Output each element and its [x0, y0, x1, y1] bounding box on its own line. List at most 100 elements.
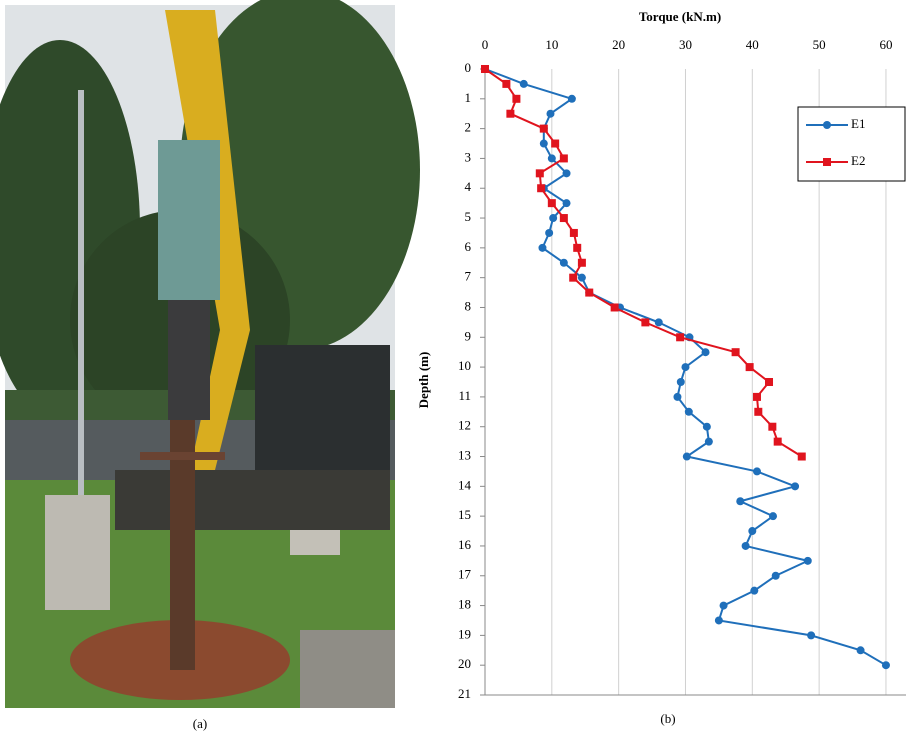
x-tick-label: 30 [679, 37, 692, 52]
chart-title: Torque (kN.m) [639, 9, 721, 24]
data-point [562, 199, 571, 208]
y-tick-label: 4 [465, 179, 472, 194]
caption: (a) [193, 716, 207, 731]
data-point [577, 258, 586, 267]
data-point [754, 407, 763, 416]
data-point [714, 616, 723, 625]
legend-marker [823, 158, 831, 166]
data-point [538, 243, 547, 252]
y-tick-label: 14 [458, 477, 472, 492]
legend-marker [823, 121, 831, 129]
y-tick-label: 13 [458, 448, 471, 463]
y-tick-label: 2 [465, 120, 472, 135]
data-point [741, 541, 750, 550]
plot: 0 10 20 30 40 50 60012345678910111213141516171… [458, 37, 906, 701]
data-point [704, 437, 713, 446]
data-point [797, 452, 806, 461]
data-point [702, 422, 711, 431]
y-tick-label: 10 [458, 358, 471, 373]
y-tick-label: 12 [458, 418, 471, 433]
legend-label: E1 [851, 116, 865, 131]
y-tick-label: 0 [465, 60, 472, 75]
axis-label: Depth (m) [416, 352, 431, 409]
data-point [539, 139, 548, 148]
x-tick-label: 20 [612, 37, 625, 52]
y-tick-label: 20 [458, 656, 471, 671]
y-tick-label: 9 [465, 328, 472, 343]
data-point [502, 79, 511, 88]
y-tick-label: 16 [458, 537, 472, 552]
data-point [481, 65, 489, 73]
data-point [676, 378, 685, 386]
data-point [750, 586, 759, 595]
data-point [681, 363, 690, 372]
data-point [547, 199, 556, 208]
data-point [771, 571, 780, 580]
data-point [562, 169, 571, 178]
data-point [773, 437, 782, 446]
data-point [791, 482, 800, 491]
y-tick-label: 15 [458, 507, 471, 522]
data-point [537, 184, 546, 193]
data-point [585, 288, 594, 297]
y-tick-label: 19 [458, 626, 471, 641]
data-point [559, 154, 568, 163]
data-point [752, 467, 761, 476]
data-point [539, 124, 548, 133]
caption: (b) [660, 711, 675, 726]
y-tick-label: 18 [458, 597, 471, 612]
y-tick-label: 6 [465, 239, 472, 254]
data-point [768, 422, 777, 431]
data-point [641, 318, 650, 327]
legend-box [797, 106, 906, 182]
data-point [559, 214, 568, 223]
data-point [519, 79, 528, 88]
data-point [569, 273, 578, 282]
data-point [545, 228, 554, 237]
data-point [673, 392, 682, 401]
data-point [551, 139, 560, 148]
data-point [577, 273, 586, 282]
data-point [881, 661, 890, 670]
x-tick-label: 50 [813, 37, 826, 52]
data-point [546, 109, 555, 118]
y-tick-label: 1 [465, 90, 472, 105]
data-point [748, 527, 757, 536]
y-tick-label: 17 [458, 567, 472, 582]
data-point [654, 318, 663, 327]
data-point [676, 333, 685, 342]
data-point [765, 378, 774, 386]
data-point [567, 94, 576, 103]
data-point [856, 646, 865, 655]
data-point [684, 407, 693, 416]
data-point [547, 154, 556, 163]
y-tick-label: 8 [465, 298, 472, 313]
x-tick-label: 40 [746, 37, 759, 52]
data-point [745, 363, 754, 372]
data-point [731, 348, 740, 357]
data-point [535, 169, 544, 178]
x-tick-label: 0 [482, 37, 489, 52]
data-point [569, 228, 578, 237]
data-point [807, 631, 816, 640]
data-point [506, 109, 515, 118]
data-point [549, 214, 558, 223]
x-tick-label: 10 [545, 37, 558, 52]
data-point [803, 556, 812, 565]
data-point [701, 348, 710, 357]
y-tick-label: 11 [458, 388, 471, 403]
data-point [512, 94, 521, 103]
data-point [610, 303, 619, 312]
y-tick-label: 21 [458, 686, 471, 701]
data-point [682, 452, 691, 461]
legend-label: E2 [851, 153, 865, 168]
data-point [573, 243, 582, 252]
data-point [719, 601, 728, 610]
y-tick-label: 3 [465, 149, 472, 164]
data-point [559, 258, 568, 267]
data-point [736, 497, 745, 506]
x-tick-label: 60 [879, 37, 892, 52]
photo [0, 0, 420, 708]
data-point [752, 392, 761, 401]
